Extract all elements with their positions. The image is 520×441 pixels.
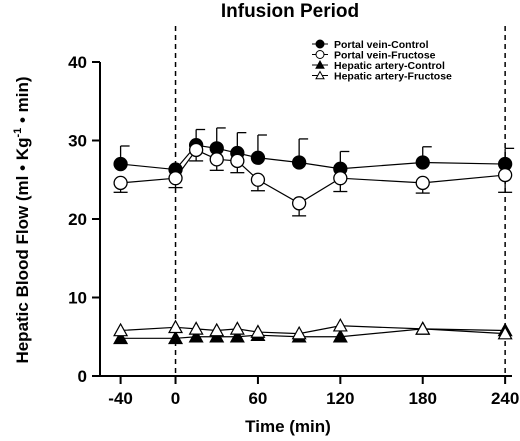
x-tick-label: 120 [326,389,354,408]
data-point [209,152,224,167]
y-tick-label: 20 [68,210,87,229]
series-1 [113,142,513,217]
data-point [497,325,513,340]
data-point [415,155,430,170]
legend-label: Portal vein-Control [334,39,429,51]
y-tick-label: 40 [68,53,87,72]
y-axis-title-main: Hepatic Blood Flow (ml • Kg [13,138,32,364]
data-point [332,318,348,332]
y-axis-title-superscript: -1 [12,128,24,138]
data-point [188,321,204,335]
data-point [497,167,513,183]
y-axis-title-tail: • min) [13,76,32,127]
data-point [291,325,307,340]
series-line [120,149,506,204]
x-tick-label: -40 [108,389,133,408]
series-line [120,328,506,339]
data-point [230,153,245,169]
x-tick-label: 240 [491,389,519,408]
legend-label: Hepatic artery-Fructose [334,71,452,83]
data-point [332,329,348,343]
data-point [168,319,184,334]
data-point [415,321,431,335]
legend-label: Hepatic artery-Control [334,60,445,72]
y-tick-label: 0 [78,367,87,386]
data-point [168,171,183,186]
x-tick-label: 60 [248,389,267,408]
data-point [291,196,307,211]
data-point [188,329,204,343]
data-point [291,155,307,170]
data-point [415,175,430,191]
series-0 [113,127,515,177]
data-point [209,322,225,337]
data-point [113,156,128,172]
legend-marker [315,59,325,69]
x-axis-title: Time (min) [245,417,331,436]
data-point [168,330,184,345]
data-point [188,142,204,158]
x-tick-label: 0 [171,389,180,408]
data-point [250,150,266,165]
y-tick-label: 10 [68,289,87,308]
legend-marker [315,50,325,59]
y-tick-label: 30 [68,132,87,151]
x-tick-label: 180 [409,389,437,408]
series-3 [113,318,513,340]
data-point [113,330,129,345]
chart-title: Infusion Period [221,1,359,22]
legend-label: Portal vein-Fructose [334,50,436,62]
data-point [333,171,348,186]
data-point [229,329,245,343]
data-point [229,321,245,335]
series-line [120,144,506,171]
legend-marker [315,70,325,80]
data-point [113,322,129,337]
legend-marker [315,39,325,49]
data-point [250,172,266,187]
data-point [113,175,128,191]
data-point [250,324,266,338]
series-line [120,325,506,335]
y-axis-title: Hepatic Blood Flow (ml • Kg-1 • min) [12,76,32,363]
